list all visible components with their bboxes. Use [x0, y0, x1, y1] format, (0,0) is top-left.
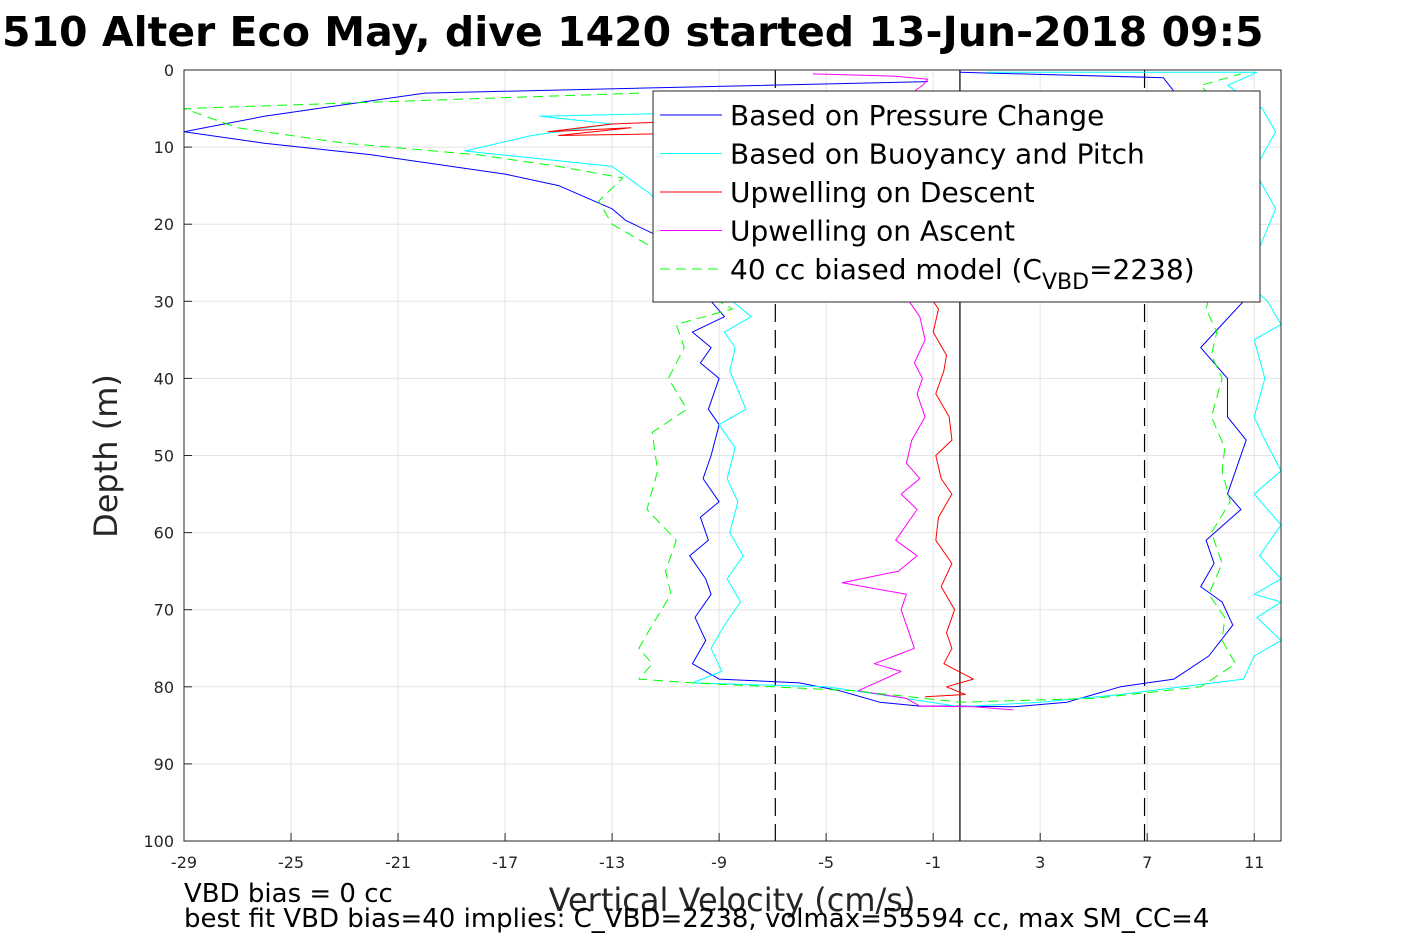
x-tick-labels: -29 -25 -21 -17 -13 -9 -5 -1 3 7 11 — [171, 833, 1264, 872]
y-tick-label-2: 20 — [154, 215, 174, 234]
y-axis-label: Depth (m) — [87, 374, 125, 538]
legend: Based on Pressure Change Based on Buoyanc… — [652, 90, 1261, 303]
x-tick-label-3: -17 — [492, 853, 518, 872]
x-tick-label-5: -9 — [711, 853, 727, 872]
y-tick-labels: 0 10 20 30 40 50 60 70 80 90 100 — [143, 61, 192, 851]
y-tick-label-6: 60 — [154, 524, 174, 543]
y-tick-label-5: 50 — [154, 447, 174, 466]
x-tick-label-8: 3 — [1035, 853, 1045, 872]
chart-title: 510 Alter Eco May, dive 1420 started 13-… — [2, 8, 1264, 56]
x-tick-label-0: -29 — [171, 853, 197, 872]
y-tick-label-1: 10 — [154, 138, 174, 157]
y-tick-label-3: 30 — [154, 292, 174, 311]
x-tick-label-7: -1 — [925, 853, 941, 872]
x-tick-label-1: -25 — [278, 853, 304, 872]
series-line-4 — [184, 73, 1242, 703]
y-tick-label-10: 100 — [143, 832, 174, 851]
legend-label-2: Upwelling on Descent — [730, 176, 1035, 209]
y-tick-label-9: 90 — [154, 755, 174, 774]
legend-box — [652, 90, 1261, 303]
footer-vbd-bias: VBD bias = 0 cc — [184, 879, 393, 909]
y-tick-label-0: 0 — [164, 61, 174, 80]
x-axis-label: Vertical Velocity (cm/s) — [549, 881, 916, 919]
legend-label-0: Based on Pressure Change — [730, 99, 1104, 132]
x-tick-label-9: 7 — [1142, 853, 1152, 872]
x-tick-label-10: 11 — [1244, 853, 1264, 872]
x-tick-label-4: -13 — [599, 853, 625, 872]
footer-best-fit: best fit VBD bias=40 implies: C_VBD=2238… — [184, 904, 1209, 934]
x-tick-label-2: -21 — [385, 853, 411, 872]
y-tick-label-8: 80 — [154, 678, 174, 697]
legend-label-1: Based on Buoyancy and Pitch — [730, 138, 1145, 171]
y-tick-label-7: 70 — [154, 601, 174, 620]
x-tick-label-6: -5 — [818, 853, 834, 872]
legend-label-3: Upwelling on Ascent — [730, 215, 1015, 248]
y-tick-label-4: 40 — [154, 369, 174, 388]
legend-label-4: 40 cc biased model (CVBD=2238) — [730, 253, 1195, 295]
